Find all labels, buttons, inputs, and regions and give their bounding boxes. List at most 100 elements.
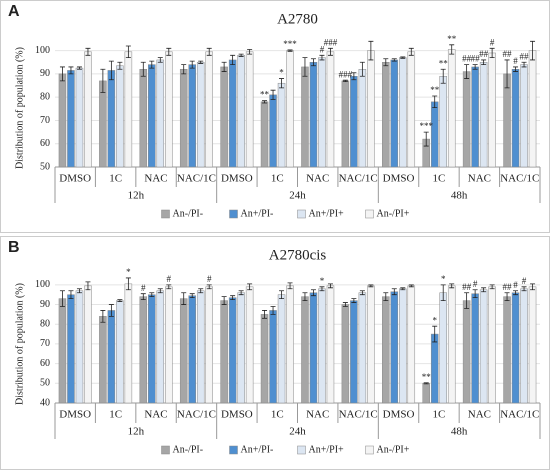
annotation: * xyxy=(432,315,437,325)
error-bar xyxy=(125,45,131,59)
error-bar xyxy=(68,66,74,75)
x-tick-label: NAC xyxy=(468,173,491,185)
annotation: ## xyxy=(479,49,489,59)
bar xyxy=(341,304,350,404)
y-tick-label: 40 xyxy=(40,397,50,408)
x-tick-label: NAC xyxy=(144,173,167,185)
error-bar xyxy=(108,60,114,81)
annotation: # xyxy=(473,279,478,289)
bar xyxy=(99,316,107,404)
x-tick-label: 1C xyxy=(433,409,446,421)
bar xyxy=(528,50,537,168)
bar xyxy=(260,314,269,404)
bar xyxy=(107,310,116,404)
bar xyxy=(358,69,367,168)
error-bar xyxy=(198,60,204,64)
legend-label: An-/PI+ xyxy=(377,444,410,455)
error-bar xyxy=(59,290,65,307)
bar xyxy=(430,101,439,168)
error-bar xyxy=(342,79,348,82)
y-tick-label: 80 xyxy=(40,319,50,330)
bar xyxy=(390,291,399,404)
x-tick-label: NAC/1C xyxy=(177,409,216,421)
error-bar xyxy=(181,292,187,305)
bar xyxy=(503,296,511,404)
annotation: ## xyxy=(462,54,472,64)
error-bar xyxy=(391,58,397,62)
bar xyxy=(124,51,133,168)
bar xyxy=(382,296,390,404)
bar xyxy=(301,66,309,168)
error-bar xyxy=(351,72,357,81)
bar xyxy=(390,59,399,168)
error-bar xyxy=(464,292,470,309)
y-tick-label: 70 xyxy=(40,338,50,349)
error-bar xyxy=(85,47,91,56)
annotation: * xyxy=(279,68,284,78)
x-tick-label: NAC/1C xyxy=(500,409,539,421)
bar xyxy=(447,49,456,168)
error-bar xyxy=(504,59,510,89)
error-bar xyxy=(117,61,123,70)
bar xyxy=(488,52,496,168)
bar xyxy=(367,285,375,404)
error-bar xyxy=(157,57,163,63)
annotation: * xyxy=(441,274,446,284)
error-bar xyxy=(432,95,438,109)
bar xyxy=(179,69,188,168)
error-bar xyxy=(189,60,195,69)
bar xyxy=(399,57,407,168)
annotation: ## xyxy=(520,51,530,61)
annotation: ** xyxy=(430,85,440,95)
error-bar xyxy=(76,288,82,294)
annotation: ## xyxy=(462,282,472,292)
annotation: # xyxy=(513,280,518,290)
error-bar xyxy=(166,47,172,56)
x-tick-label: DMSO xyxy=(59,173,91,185)
bar xyxy=(260,101,269,168)
error-bar xyxy=(189,293,195,299)
error-bar xyxy=(521,61,527,68)
annotation: ## xyxy=(503,49,513,59)
legend-swatch xyxy=(229,445,238,455)
error-bar xyxy=(181,64,187,75)
bar xyxy=(462,71,471,168)
error-bar xyxy=(408,47,414,56)
legend-swatch xyxy=(365,445,374,455)
legend-label: An-/PI- xyxy=(173,444,204,455)
bar xyxy=(350,300,358,404)
chart-title: A2780cis xyxy=(269,247,327,263)
error-bar xyxy=(198,288,204,294)
y-tick-label: 90 xyxy=(40,68,50,79)
annotation: ** xyxy=(260,90,270,100)
bar xyxy=(156,59,165,168)
bar xyxy=(479,62,488,168)
annotation: # xyxy=(522,276,527,286)
bar xyxy=(471,66,479,168)
annotation: ### xyxy=(324,37,338,47)
bar xyxy=(528,286,537,404)
x-tick-label: 1C xyxy=(109,173,122,185)
x-tick-label: NAC xyxy=(144,409,167,421)
annotation: ** xyxy=(422,372,432,382)
error-bar xyxy=(262,310,268,319)
error-bar xyxy=(432,325,438,343)
error-bar xyxy=(302,57,308,77)
bar xyxy=(75,67,84,168)
error-bar xyxy=(319,54,325,61)
bar xyxy=(301,296,309,404)
bar xyxy=(205,286,213,404)
error-bar xyxy=(351,298,357,303)
error-bar xyxy=(449,283,455,289)
error-bar xyxy=(383,292,389,301)
bar xyxy=(488,286,496,404)
legend-swatch xyxy=(229,209,238,219)
x-tick-label: DMSO xyxy=(383,173,415,185)
error-bar xyxy=(391,288,397,296)
error-bar xyxy=(342,302,348,307)
x-tick-label: DMSO xyxy=(383,409,415,421)
error-bar xyxy=(513,290,519,296)
error-bar xyxy=(140,293,146,301)
x-tick-label: 1C xyxy=(109,409,122,421)
x-tick-label: DMSO xyxy=(221,173,253,185)
